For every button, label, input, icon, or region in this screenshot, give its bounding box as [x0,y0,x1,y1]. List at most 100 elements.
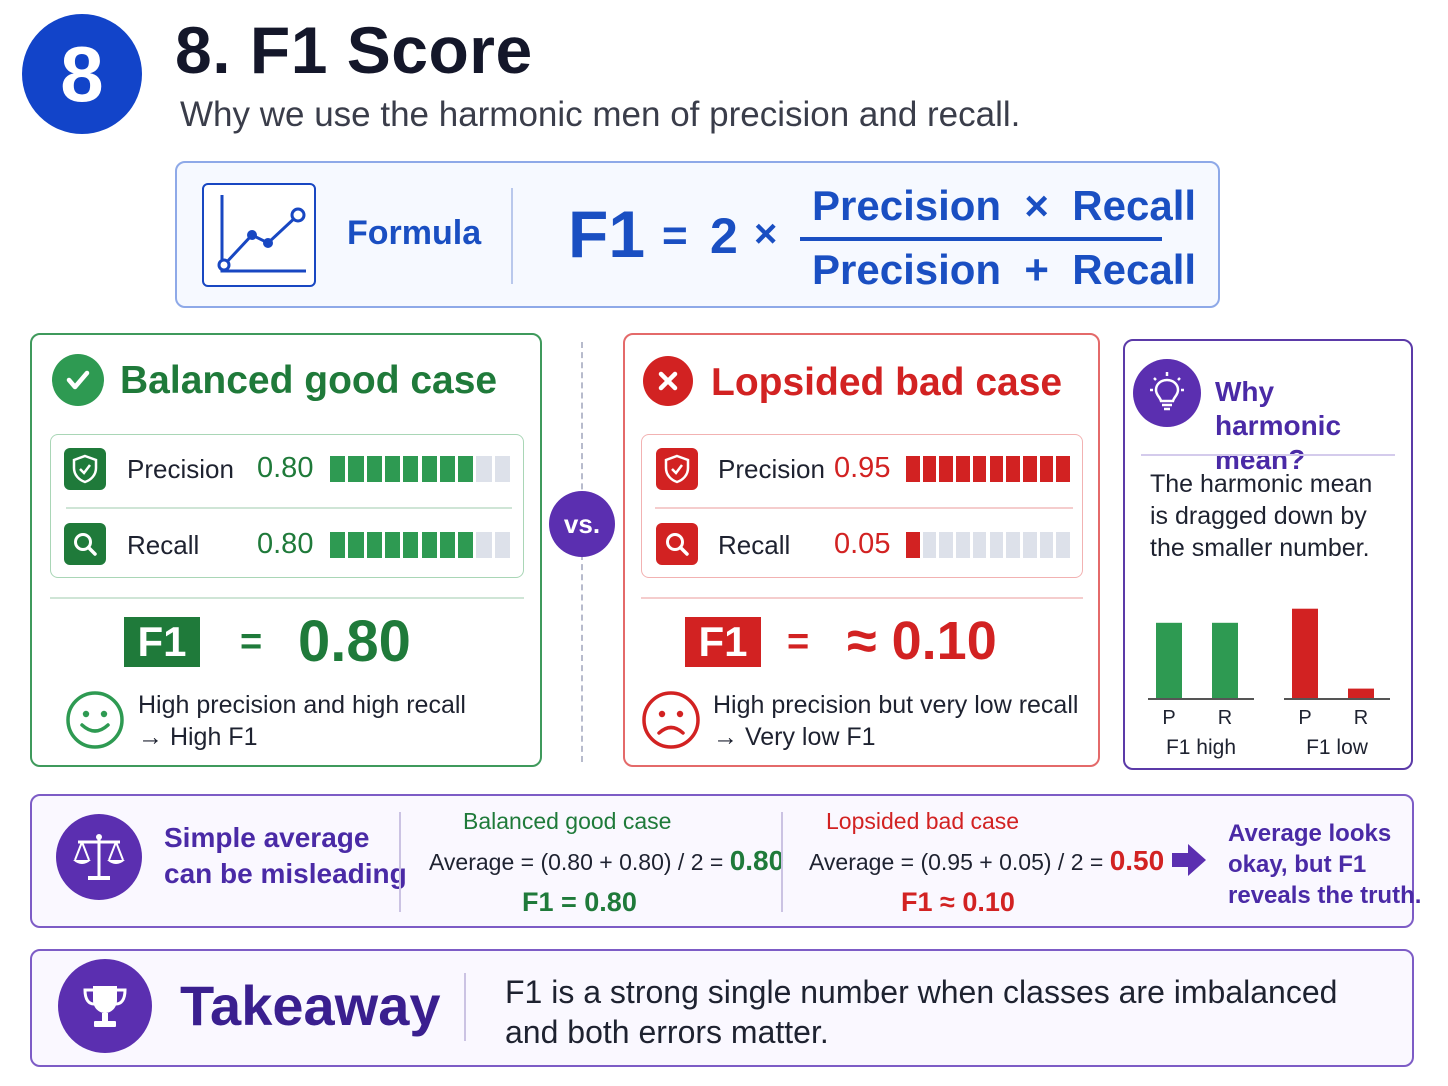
formula-lhs: F1 [568,197,646,271]
bad-precision-bar-segment [1039,456,1054,482]
average-bad-formula: Average = (0.95 + 0.05) / 2 = [809,849,1110,875]
bad-metrics-divider [655,507,1073,509]
good-precision-value: 0.80 [257,452,314,484]
page-title: 8. F1 Score [175,13,533,87]
shield-icon [656,448,698,490]
bad-precision-bar-segment [1056,456,1070,482]
why-divider [1141,454,1395,456]
mini-chart-bar [1212,622,1238,698]
good-recall-value: 0.80 [257,528,314,560]
good-precision-bar-segment [439,456,456,482]
bad-recall-bar-segment [939,532,954,558]
line-chart-icon [202,183,316,287]
good-precision-label: Precision [127,454,234,484]
simple-average-title: Simple average can be misleading [164,820,407,892]
average-good-f1: F1 = 0.80 [522,887,637,917]
good-precision-bar-segment [458,456,474,482]
bad-f1-value: ≈ 0.10 [847,611,997,671]
average-conclusion-line2: okay, but F1 [1228,851,1367,878]
mini-chart-bar [1156,622,1182,698]
why-harmonic-title: Why harmonic mean? [1215,376,1342,475]
good-recall-bar-segment [366,532,382,558]
good-recall-label: Recall [127,530,200,560]
checkmark-icon [52,354,104,406]
good-recall-bar-segment [476,532,492,558]
vs-badge: vs. [549,491,615,557]
bad-precision-label: Precision [718,454,825,484]
bad-metrics-box [641,434,1083,578]
vs-label: vs. [563,508,601,539]
good-f1-equals: = [240,621,263,663]
mini-chart-group-label: F1 low [1306,736,1369,759]
why-harmonic-body: The harmonic mean is dragged down by the… [1150,470,1373,562]
bad-precision-bar-segment [1006,456,1020,482]
bad-note-line2: → Very low F1 [713,723,876,751]
average-good-formula: Average = (0.80 + 0.80) / 2 = [429,849,730,875]
good-precision-bar-segment [366,456,382,482]
formula-denominator: Precision + Recall [812,246,1197,293]
x-mark-icon [643,356,693,406]
bad-recall-bar-segment [922,532,937,558]
average-bad-result: 0.50 [1109,845,1165,876]
mini-chart-bar [1348,688,1374,698]
good-metrics-box [50,434,524,578]
takeaway-title: Takeaway [180,974,441,1037]
good-recall-bar-segment [330,532,346,558]
page-subtitle: Why we use the harmonic men of precision… [180,95,1021,134]
good-recall-bar-segment [348,532,364,558]
bad-recall-bar-segment [1006,532,1020,558]
average-divider-1 [399,812,401,912]
good-f1-chip: F1 [124,617,200,667]
good-note-line2: → High F1 [138,723,258,751]
good-recall-bar-segment [494,532,510,558]
bad-precision-bar [906,456,1070,482]
formula-divider [511,188,513,284]
bad-precision-bar-segment [922,456,937,482]
good-precision-bar-segment [348,456,364,482]
bad-section-divider [641,597,1083,599]
good-recall-bar-segment [421,532,437,558]
good-precision-bar-segment [476,456,492,482]
simple-average-title-line1: Simple average [164,822,370,853]
formula-times: × [754,212,778,256]
bad-note-line1: High precision but very low recall [713,691,1079,719]
good-metrics-divider [66,507,512,509]
bad-recall-bar-segment [1022,532,1037,558]
mini-chart-group-label: F1 high [1166,736,1236,759]
simple-average-title-line2: can be misleading [164,858,407,889]
mini-chart-bar-label: R [1218,707,1232,729]
formula-label: Formula [347,214,482,252]
sad-face-icon [640,689,702,756]
arrow-right-icon [1170,842,1208,883]
happy-face-icon [64,689,126,756]
good-precision-bar-segment [421,456,437,482]
bad-precision-bar-segment [906,456,920,482]
good-f1-value: 0.80 [298,609,411,674]
takeaway-divider [464,973,466,1041]
mini-chart-bar-label: P [1298,707,1311,729]
average-good-result: 0.80 [729,845,785,876]
formula-coefficient: 2 [710,208,738,264]
bad-recall-bar-segment [1056,532,1070,558]
formula-panel [175,161,1220,308]
magnifier-icon [656,523,698,565]
bad-precision-value: 0.95 [834,452,891,484]
good-recall-bar [330,532,510,558]
average-good-line: Average = (0.80 + 0.80) / 2 = 0.80 [429,845,784,877]
good-recall-bar-segment [403,532,419,558]
bad-recall-bar-segment [972,532,987,558]
average-conclusion-line3: reveals the truth. [1228,882,1422,909]
bad-f1-equals: = [787,621,810,663]
good-case-note: High precision and high recall → High F1 [138,689,466,753]
good-note-line1: High precision and high recall [138,691,466,719]
lightbulb-icon [1133,359,1201,427]
bad-recall-bar-segment [956,532,970,558]
bad-f1-chip: F1 [685,617,761,667]
good-recall-bar-segment [384,532,401,558]
average-bad-label: Lopsided bad case [826,808,1020,834]
average-bad-line: Average = (0.95 + 0.05) / 2 = 0.50 [809,845,1164,877]
good-case-card [30,333,542,767]
bad-precision-bar-segment [1022,456,1037,482]
formula-numerator: Precision × Recall [812,182,1197,229]
good-case-title: Balanced good case [120,359,498,402]
